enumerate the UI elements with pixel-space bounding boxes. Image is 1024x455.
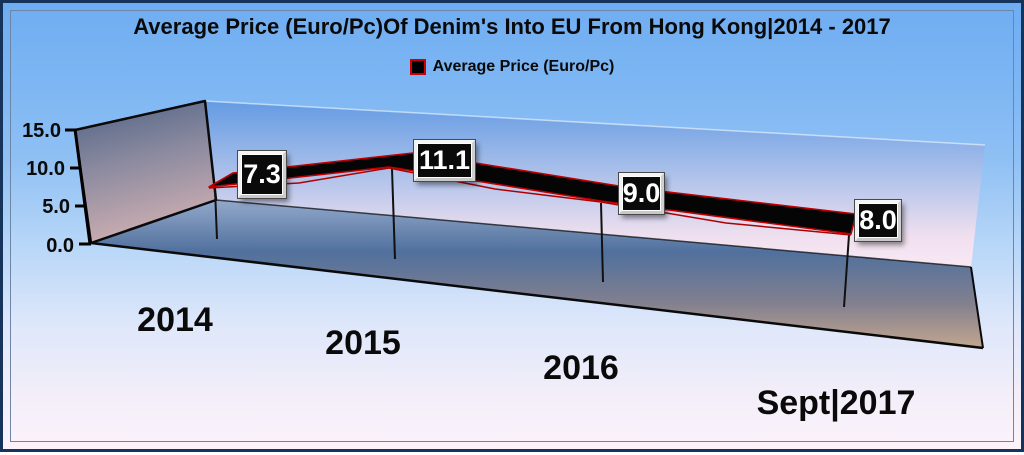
y-tick-label: 0.0 [46,235,74,257]
y-tick-label: 15.0 [22,120,61,142]
floor-back-edge [215,199,972,268]
y-tick-label: 10.0 [26,158,65,180]
floor-right-edge [970,266,984,349]
data-label-2014: 7.3 [237,150,287,199]
category-label-2015: 2015 [325,324,401,362]
series-ribbon-underedge [208,167,852,236]
drop-line-2014 [214,188,218,240]
drop-lines [214,168,850,308]
drop-line-2017 [843,234,850,308]
data-label-2016: 9.0 [618,172,665,215]
y-tick-label: 5.0 [42,196,70,218]
floor-front-edge [90,241,984,350]
legend: Average Price (Euro/Pc) [3,58,1021,76]
category-label-2017: Sept|2017 [757,384,916,422]
chart-title: Average Price (Euro/Pc)Of Denim's Into E… [133,14,891,39]
data-label-2017: 8.0 [854,199,902,242]
drop-line-2016 [600,202,604,283]
drop-line-2015 [391,168,396,260]
data-label-2015: 11.1 [413,139,476,182]
back-wall-top-edge [204,100,986,146]
x-axis-labels: 2014 2015 2016 Sept|2017 [137,301,915,422]
category-label-2014: 2014 [137,301,213,339]
y-axis: 15.0 10.0 5.0 0.0 [22,120,92,257]
legend-label: Average Price (Euro/Pc) [432,58,615,75]
chart-canvas: 15.0 10.0 5.0 0.0 2014 2015 2016 Sept|20… [22,99,986,422]
category-label-2016: 2016 [543,349,619,387]
legend-swatch-icon [409,59,426,75]
floor [91,200,983,348]
